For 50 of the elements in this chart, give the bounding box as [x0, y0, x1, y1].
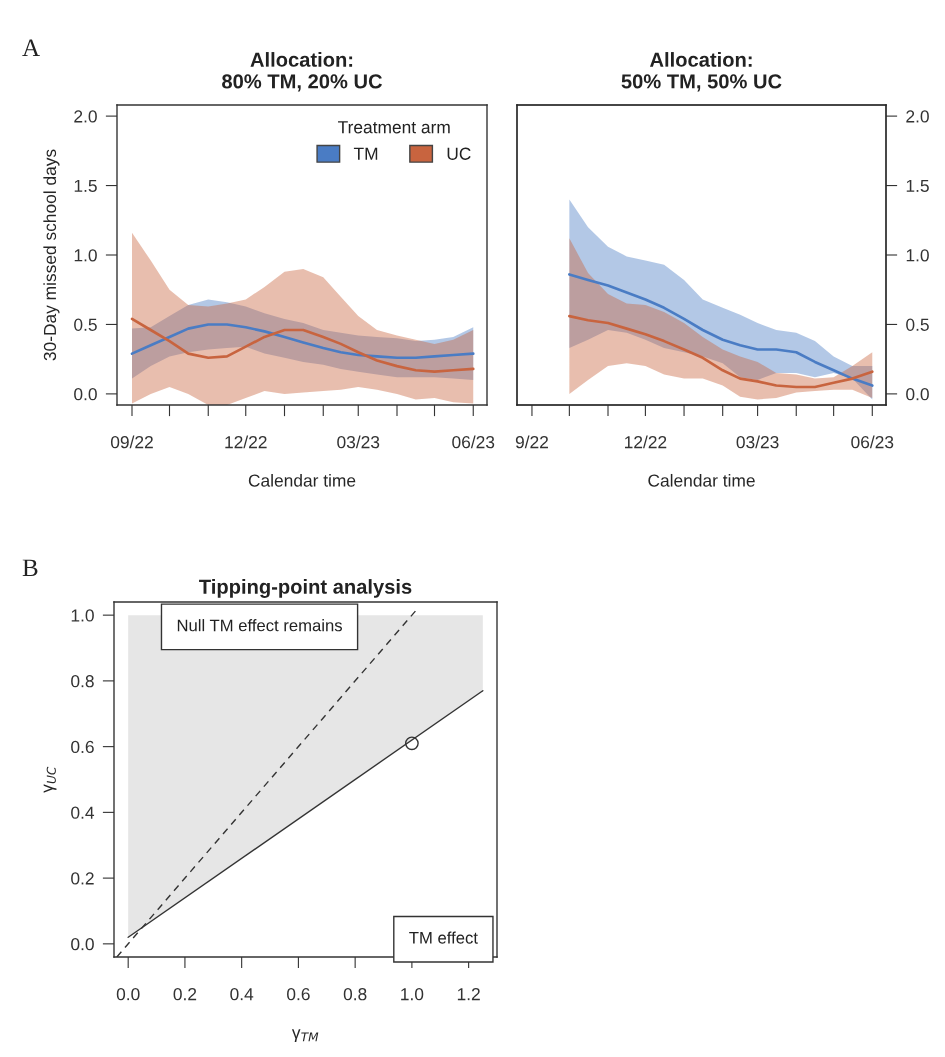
line-series — [568, 314, 874, 389]
chart-title: Allocation: 80% TM, 20% UC — [222, 52, 383, 92]
legend-label: UC — [447, 147, 471, 160]
x-tick-label: 09/22 — [110, 435, 153, 449]
chart-title: Tipping-point analysis — [199, 579, 412, 598]
x-tick-label: 0.4 — [230, 988, 254, 1001]
y-tick-label: 2.0 — [74, 110, 97, 123]
y-tick-label: 0.8 — [71, 675, 94, 688]
text: A — [22, 39, 40, 57]
y-tick-label: 0.0 — [74, 388, 97, 401]
y2-tick-label: 2.0 — [906, 110, 929, 123]
y-axis-title: γ$_{UC}$ — [43, 766, 57, 793]
x-tick-label: 0.0 — [116, 988, 140, 1001]
line-series — [130, 323, 475, 360]
y-tick-label: 1.5 — [74, 179, 97, 193]
x-tick-label: 1.0 — [401, 988, 424, 1001]
x-tick-label: 1.2 — [457, 988, 480, 1001]
x-axis-title: Calendar time — [248, 473, 356, 487]
x-tick-label: 12/22 — [225, 435, 267, 449]
x-tick-label: 0.6 — [287, 988, 310, 1001]
x-tick-label: 03/23 — [736, 435, 779, 449]
text: B — [22, 559, 38, 577]
y2-tick-label: 1.5 — [906, 179, 929, 193]
line-series — [568, 273, 874, 387]
y-tick-label: 1.0 — [71, 609, 94, 622]
y2-tick-label: 0.0 — [906, 388, 929, 401]
y-tick-label: 0.0 — [71, 938, 94, 951]
x-tick-label: 06/23 — [452, 435, 495, 449]
y2-tick-label: 1.0 — [906, 249, 929, 262]
y-tick-label: 0.5 — [74, 318, 97, 331]
y-tick-label: 0.6 — [71, 740, 94, 754]
x-tick-label: 12/22 — [625, 435, 667, 449]
y-tick-label: 0.4 — [71, 806, 95, 819]
y-axis-title: 30-Day missed school days — [43, 149, 60, 361]
legend-title: Treatment arm — [338, 121, 450, 134]
x-tick-label: 03/23 — [337, 435, 380, 449]
y-tick-label: 1.0 — [74, 249, 97, 262]
x-tick-label: 9/22 — [515, 435, 548, 449]
x-tick-label: 0.2 — [173, 988, 197, 1001]
x-tick-label: 06/23 — [851, 435, 894, 449]
annotation: TM effect — [409, 931, 478, 944]
y-tick-label: 0.2 — [71, 872, 94, 885]
line-series — [130, 317, 475, 373]
chart-title: Allocation: 50% TM, 50% UC — [621, 52, 782, 92]
x-tick-label: 0.8 — [343, 988, 367, 1001]
y2-tick-label: 0.5 — [906, 318, 929, 331]
x-axis-title: Calendar time — [648, 473, 755, 487]
legend-label: TM — [353, 147, 378, 160]
x-axis-title: γ$_{TM}$ — [291, 1029, 319, 1043]
annotation: Null TM effect remains — [177, 619, 343, 632]
